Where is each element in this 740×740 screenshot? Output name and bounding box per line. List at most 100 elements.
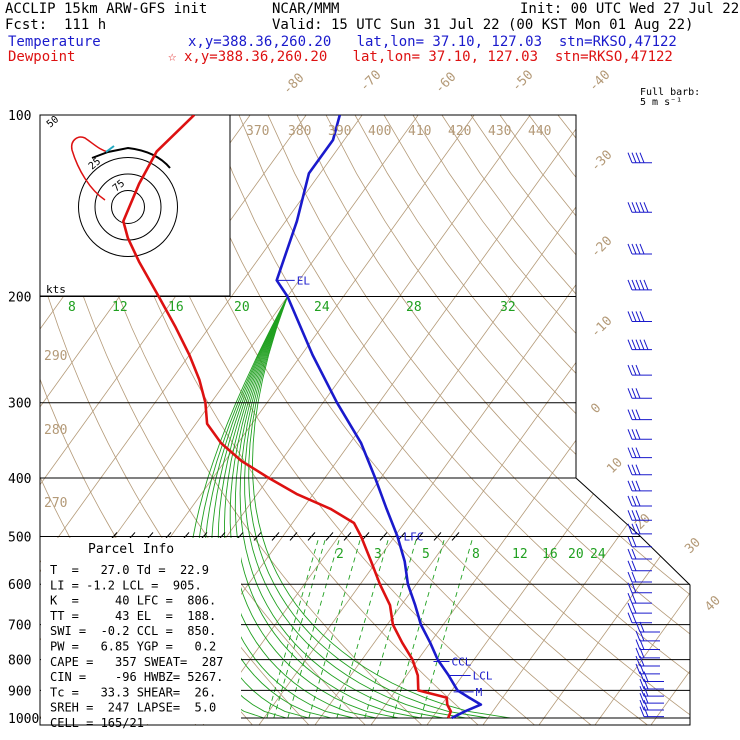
wind-barb-flag <box>635 152 641 163</box>
wind-barb-flag <box>643 692 649 704</box>
mixing-ratio-label: 16 <box>168 300 184 315</box>
dry-adiabat-line <box>441 115 690 725</box>
wind-barb-flag <box>631 152 637 163</box>
parcel-info-row: CIN = -96 HWBZ= 5267. <box>50 670 223 684</box>
dry-adiabat-line <box>296 115 690 725</box>
theta-label: 390 <box>328 124 351 139</box>
wind-barb-flag <box>635 202 641 213</box>
pressure-label: 100 <box>8 109 31 124</box>
wind-barb-flag <box>631 510 637 521</box>
wind-barb-flag <box>635 409 641 420</box>
dry-adiabat-line <box>93 115 486 725</box>
wind-barb-flag <box>627 592 633 604</box>
wind-barb-flag <box>631 339 637 350</box>
wind-barb-flag <box>627 495 633 507</box>
wind-barb-flag <box>627 243 633 255</box>
level-marker-label: CCL <box>451 656 471 669</box>
parcel-info-row: Tc = 33.3 SHEAR= 26. <box>50 685 216 699</box>
wind-barb-flag <box>627 202 633 213</box>
pressure-label: 300 <box>8 397 31 412</box>
level-marker-label: LFC <box>403 530 423 543</box>
theta-label: 290 <box>44 349 67 364</box>
moist-adiabat-line <box>239 296 444 719</box>
dewpoint-profile <box>122 115 453 719</box>
wind-barb-flag <box>627 612 633 623</box>
hodograph-trace-low <box>70 136 109 201</box>
parcel-info-row: CELL = 165/21 <box>50 716 144 730</box>
organization: NCAR/MMM <box>272 1 340 17</box>
wind-barb-flag <box>635 339 641 350</box>
wind-barb-flag <box>627 536 633 547</box>
hodograph-trace-upper <box>105 145 115 153</box>
wind-barb-flag <box>635 388 641 399</box>
dry-adiabat-line <box>470 115 690 725</box>
pressure-label: 800 <box>8 654 31 669</box>
pressure-label: 400 <box>8 472 31 487</box>
mixing-ratio-label: 24 <box>314 300 330 315</box>
wind-barb-flag <box>639 685 645 697</box>
theta-label: 280 <box>44 423 67 438</box>
wind-barb-flag <box>631 447 637 458</box>
isotherm-label: 30 <box>682 535 704 557</box>
isotherm-line <box>310 115 690 725</box>
wind-barb-flag <box>643 699 649 711</box>
parcel-info-row: PW = 6.85 YGP = 0.2 <box>50 640 216 654</box>
wind-barb-flag <box>635 364 641 376</box>
model-title: ACCLIP 15km ARW-GFS init <box>5 1 208 17</box>
hatch-mark <box>433 532 442 541</box>
isotherm-line <box>422 115 690 725</box>
wind-barb-flag <box>631 612 637 623</box>
wind-barb-flag <box>627 409 633 420</box>
isotherm-line <box>478 115 690 725</box>
mixing-ratio-line <box>287 536 341 719</box>
hatch-mark <box>307 532 316 541</box>
wind-barb-flag <box>639 311 645 322</box>
wind-barb-flag <box>639 663 645 675</box>
wind-barb-flag <box>627 602 633 614</box>
isotherm-line <box>366 115 690 725</box>
wind-barb-flag <box>635 523 641 535</box>
wind-barb-flag <box>627 510 633 521</box>
isotherm-label: -80 <box>280 71 307 98</box>
pressure-label: 700 <box>8 619 31 634</box>
dry-adiabat-line <box>557 115 690 725</box>
wind-barb-flag <box>643 678 649 690</box>
hodograph-unit-label: kts <box>46 283 66 296</box>
parcel-info-title: Parcel Info <box>88 542 174 557</box>
hodograph-ring <box>111 190 145 224</box>
hodograph-box <box>39 114 231 297</box>
wind-barb-flag <box>631 243 637 255</box>
mixing-ratio-line <box>392 536 446 719</box>
wind-barb-flag <box>627 560 633 571</box>
pressure-label: 200 <box>8 291 31 306</box>
wind-barb-flag <box>631 311 637 322</box>
theta-label: 420 <box>448 124 471 139</box>
wind-barb-flag <box>635 647 641 659</box>
parcel-info-row: LI = -1.2 LCL = 905. <box>50 578 202 592</box>
wind-barb-flag <box>627 523 633 535</box>
wind-barb-flag <box>639 706 645 717</box>
parcel-info-row: TT = 43 EL = 188. <box>50 609 216 623</box>
valid-time: Valid: 15 UTC Sun 31 Jul 22 (00 KST Mon … <box>272 17 694 33</box>
wind-barb-flag <box>627 571 633 583</box>
mixing-ratio-line <box>364 536 418 719</box>
wind-barb-flag <box>639 630 645 642</box>
temperature-profile <box>275 115 483 720</box>
hodograph-trace-mid <box>91 146 171 169</box>
wind-barb-flag <box>635 279 641 291</box>
isotherm-line <box>534 115 690 725</box>
dewpoint-star-icon: ☆ <box>168 49 177 65</box>
wind-barb-flag <box>631 495 637 507</box>
isotherm-label: 10 <box>604 455 626 477</box>
isotherm-label: 40 <box>702 593 724 615</box>
mixing-ratio-label: 12 <box>112 300 128 315</box>
wind-barb-flag <box>631 464 637 475</box>
parcel-info-row: K = 40 LFC = 806. <box>50 594 216 608</box>
mixing-ratio-label: 2 <box>336 547 344 562</box>
level-marker-label: M <box>476 686 483 699</box>
wind-barb-flag <box>635 510 641 521</box>
dewpoint-location: x,y=388.36,260.20 lat,lon= 37.10, 127.03… <box>184 49 673 65</box>
hatch-mark <box>289 532 298 541</box>
mixing-ratio-label: 20 <box>568 547 584 562</box>
